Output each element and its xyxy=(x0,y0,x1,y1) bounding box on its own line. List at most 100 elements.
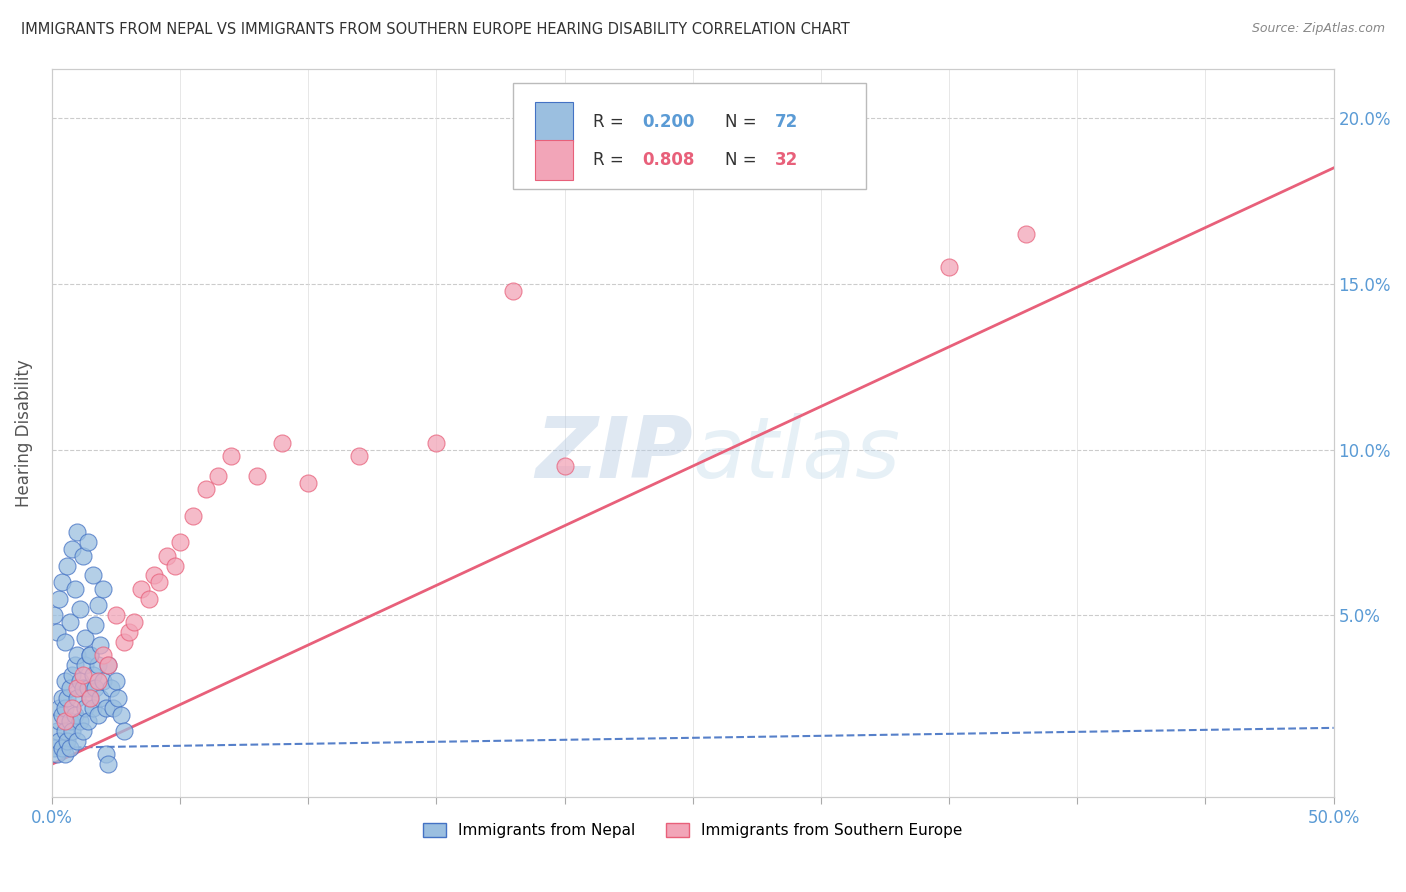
Point xyxy=(51,691,73,706)
Point xyxy=(94,701,117,715)
Point xyxy=(181,508,204,523)
Point xyxy=(82,568,104,582)
Point xyxy=(66,681,89,695)
Text: Source: ZipAtlas.com: Source: ZipAtlas.com xyxy=(1251,22,1385,36)
Point xyxy=(59,615,82,629)
Point xyxy=(59,714,82,729)
Point xyxy=(97,657,120,672)
Text: 0.808: 0.808 xyxy=(643,151,695,169)
Point xyxy=(91,582,114,596)
Point xyxy=(163,558,186,573)
Point xyxy=(59,681,82,695)
Point xyxy=(48,591,70,606)
Point xyxy=(69,674,91,689)
Point xyxy=(82,668,104,682)
Text: R =: R = xyxy=(593,112,628,131)
Point xyxy=(75,657,97,672)
Point xyxy=(118,624,141,639)
Point xyxy=(1015,227,1038,242)
Point xyxy=(131,582,153,596)
Point xyxy=(63,707,86,722)
Text: ZIP: ZIP xyxy=(536,413,693,496)
Point xyxy=(79,691,101,706)
Point xyxy=(122,615,145,629)
Point xyxy=(143,568,166,582)
Point xyxy=(107,691,129,706)
Point xyxy=(72,724,94,739)
Point xyxy=(53,701,76,715)
Point xyxy=(66,691,89,706)
Point xyxy=(53,714,76,729)
Point xyxy=(53,674,76,689)
Point xyxy=(349,449,371,463)
Point xyxy=(138,591,160,606)
Point xyxy=(53,634,76,648)
Point xyxy=(53,724,76,739)
Text: atlas: atlas xyxy=(693,413,901,496)
Point xyxy=(553,459,575,474)
Text: 72: 72 xyxy=(775,112,799,131)
Point xyxy=(79,648,101,662)
Text: N =: N = xyxy=(724,112,762,131)
Point xyxy=(48,734,70,748)
Text: 32: 32 xyxy=(775,151,799,169)
Point xyxy=(66,648,89,662)
Point xyxy=(76,535,98,549)
Point xyxy=(60,668,83,682)
Point xyxy=(56,691,79,706)
Point xyxy=(60,701,83,715)
Point xyxy=(75,701,97,715)
Point xyxy=(82,701,104,715)
Point xyxy=(72,681,94,695)
Point xyxy=(194,483,217,497)
Point xyxy=(87,674,110,689)
Point xyxy=(75,632,97,646)
FancyBboxPatch shape xyxy=(513,83,866,189)
Point xyxy=(59,740,82,755)
Point xyxy=(207,469,229,483)
Text: N =: N = xyxy=(724,151,762,169)
Point xyxy=(84,618,107,632)
Point xyxy=(87,657,110,672)
Point xyxy=(425,436,447,450)
Point xyxy=(502,284,524,298)
Point xyxy=(91,648,114,662)
Point xyxy=(79,691,101,706)
Point xyxy=(69,601,91,615)
Y-axis label: Hearing Disability: Hearing Disability xyxy=(15,359,32,507)
Point xyxy=(169,535,191,549)
Text: 0.200: 0.200 xyxy=(643,112,695,131)
Point xyxy=(56,558,79,573)
Point xyxy=(104,674,127,689)
Point xyxy=(53,747,76,762)
Text: R =: R = xyxy=(593,151,628,169)
Point xyxy=(48,714,70,729)
Point xyxy=(51,575,73,590)
Point xyxy=(104,608,127,623)
Point xyxy=(94,747,117,762)
Point xyxy=(72,668,94,682)
Point xyxy=(69,714,91,729)
Point xyxy=(97,757,120,772)
Point xyxy=(76,681,98,695)
Point xyxy=(89,691,111,706)
Point xyxy=(44,740,66,755)
Point xyxy=(72,549,94,563)
Point xyxy=(44,608,66,623)
Point xyxy=(148,575,170,590)
Point xyxy=(100,681,122,695)
Point xyxy=(112,634,135,648)
Point xyxy=(45,724,67,739)
Point xyxy=(112,724,135,739)
Point xyxy=(66,734,89,748)
Point xyxy=(87,707,110,722)
Point xyxy=(51,740,73,755)
Legend: Immigrants from Nepal, Immigrants from Southern Europe: Immigrants from Nepal, Immigrants from S… xyxy=(416,817,969,845)
Point xyxy=(56,734,79,748)
Point xyxy=(156,549,179,563)
Point xyxy=(79,648,101,662)
Point xyxy=(76,714,98,729)
Point xyxy=(66,525,89,540)
Point xyxy=(219,449,242,463)
Point xyxy=(48,701,70,715)
